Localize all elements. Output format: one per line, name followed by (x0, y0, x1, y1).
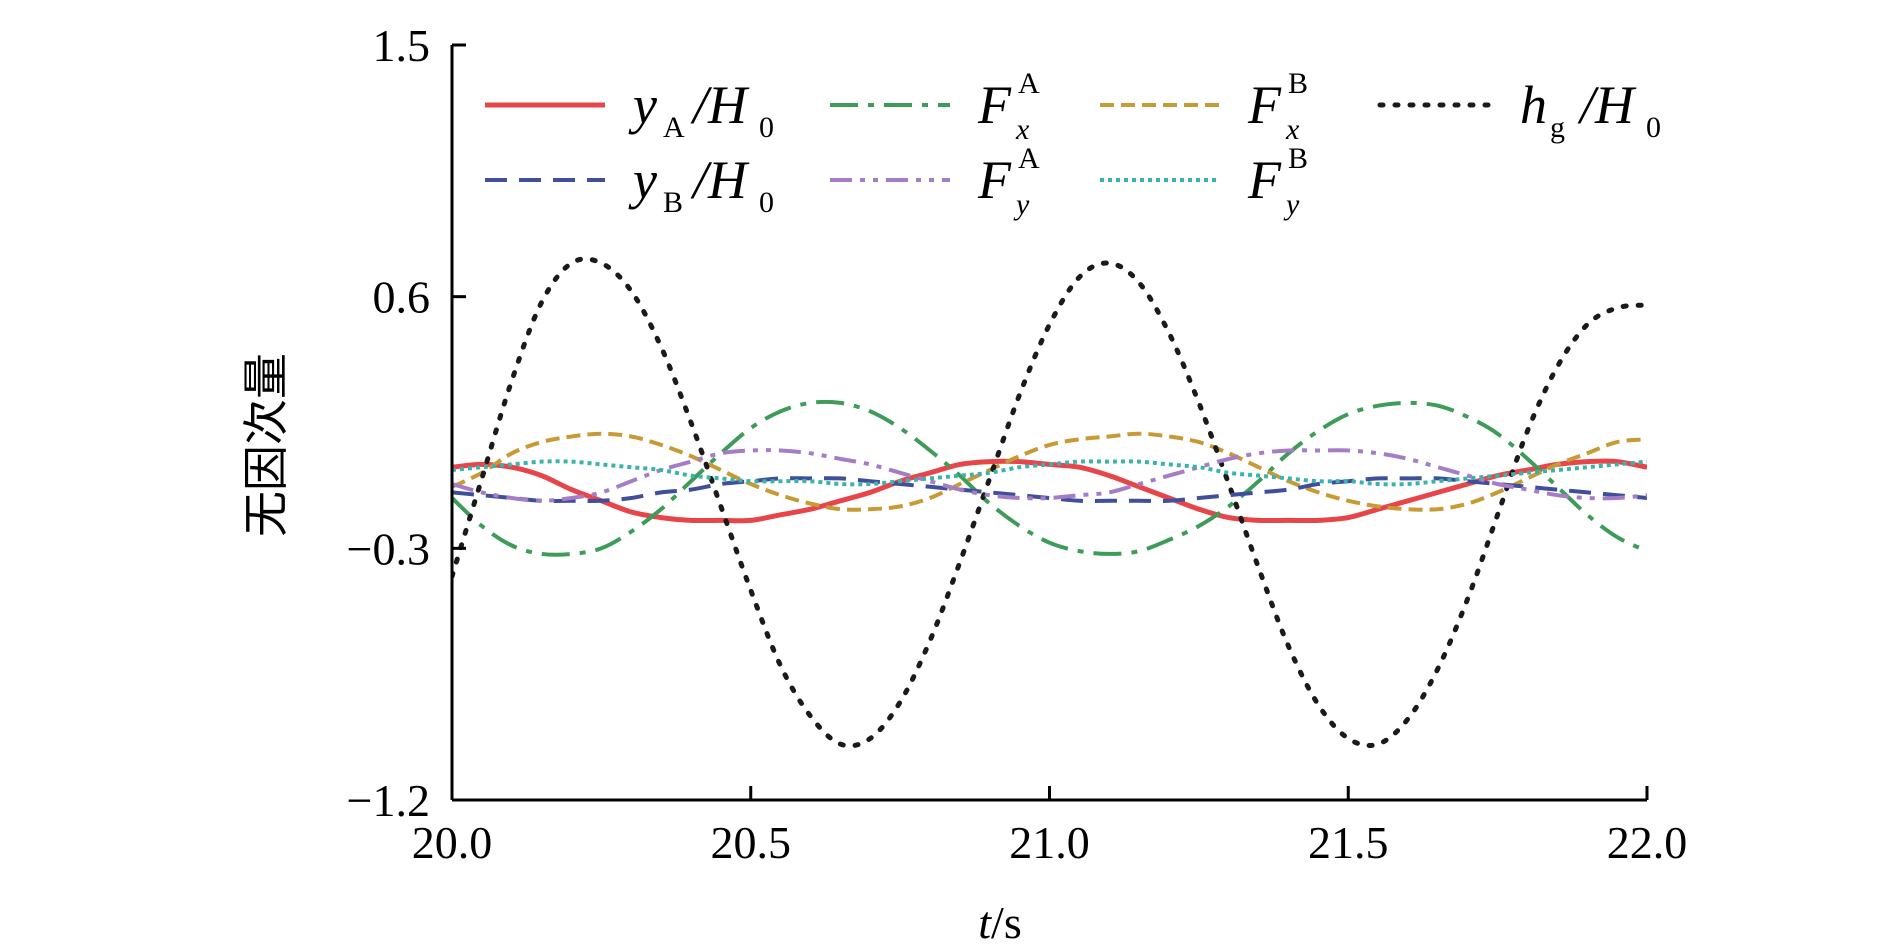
x-tick-label-3: 21.5 (1308, 817, 1389, 868)
legend-label-1: F (977, 75, 1012, 135)
legend-label-sup-1: A (1018, 67, 1040, 100)
legend-label-5: F (977, 150, 1012, 210)
legend-label-tail-4: /H (690, 150, 750, 210)
series-line-4 (452, 476, 1647, 504)
x-tick-label-2: 21.0 (1009, 817, 1090, 868)
legend-label-sub-4: B (663, 186, 683, 219)
legend-label-sup-2: B (1288, 67, 1308, 100)
y-axis-title: 无因次量 (241, 353, 292, 537)
legend-label-tail-sub-0: 0 (759, 111, 774, 144)
legend-label-2: F (1247, 75, 1282, 135)
legend-label-sub-3: g (1550, 111, 1565, 144)
legend-label-sup-5: A (1018, 142, 1040, 175)
legend-label-sub-6: y (1283, 188, 1300, 221)
legend-label-sub-5: y (1013, 188, 1030, 221)
legend: y A/H 0 F Ax F Bx h g/H 0y B/H 0 F Ay F By (485, 67, 1661, 221)
y-tick-label-2: −0.3 (347, 523, 430, 574)
legend-label-sub-2: x (1285, 113, 1300, 146)
legend-item-4: y B/H 0 (485, 150, 774, 219)
legend-label-0: y (628, 75, 657, 135)
legend-label-6: F (1247, 150, 1282, 210)
x-axis-title-unit: /s (991, 897, 1022, 948)
axes: 20.0 20.5 21.0 21.5 22.0 1.5 0.6 −0.3 −1.2 (347, 20, 1688, 868)
legend-label-tail-sub-4: 0 (759, 186, 774, 219)
legend-label-3: h (1520, 75, 1547, 135)
x-tick-label-1: 20.5 (711, 817, 792, 868)
x-axis-title: t/s (978, 897, 1021, 948)
legend-label-sub-0: A (663, 111, 685, 144)
series-layer (452, 256, 1647, 749)
legend-label-4: y (628, 150, 657, 210)
x-axis-title-var: t (978, 897, 992, 948)
series-line-1 (452, 399, 1647, 557)
legend-label-tail-0: /H (690, 75, 750, 135)
legend-label-sub-1: x (1015, 113, 1030, 146)
legend-item-6: F By (1100, 142, 1308, 221)
legend-item-1: F Ax (830, 67, 1040, 146)
y-tick-label-3: −1.2 (347, 775, 430, 826)
legend-item-0: y A/H 0 (485, 75, 774, 144)
legend-item-3: h g/H 0 (1377, 75, 1661, 144)
legend-label-tail-sub-3: 0 (1646, 111, 1661, 144)
y-tick-label-0: 1.5 (373, 20, 431, 71)
legend-label-sup-6: B (1288, 142, 1308, 175)
series-line-3 (452, 256, 1647, 749)
x-tick-label-4: 22.0 (1607, 817, 1688, 868)
series-line-5 (452, 448, 1647, 503)
y-tick-label-1: 0.6 (373, 272, 431, 323)
legend-item-5: F Ay (830, 142, 1040, 221)
series-line-2 (452, 431, 1647, 512)
series-line-0 (452, 458, 1647, 524)
legend-label-tail-3: /H (1577, 75, 1637, 135)
series-line-6 (452, 459, 1647, 487)
legend-item-2: F Bx (1100, 67, 1308, 146)
x-tick-label-0: 20.0 (412, 817, 493, 868)
